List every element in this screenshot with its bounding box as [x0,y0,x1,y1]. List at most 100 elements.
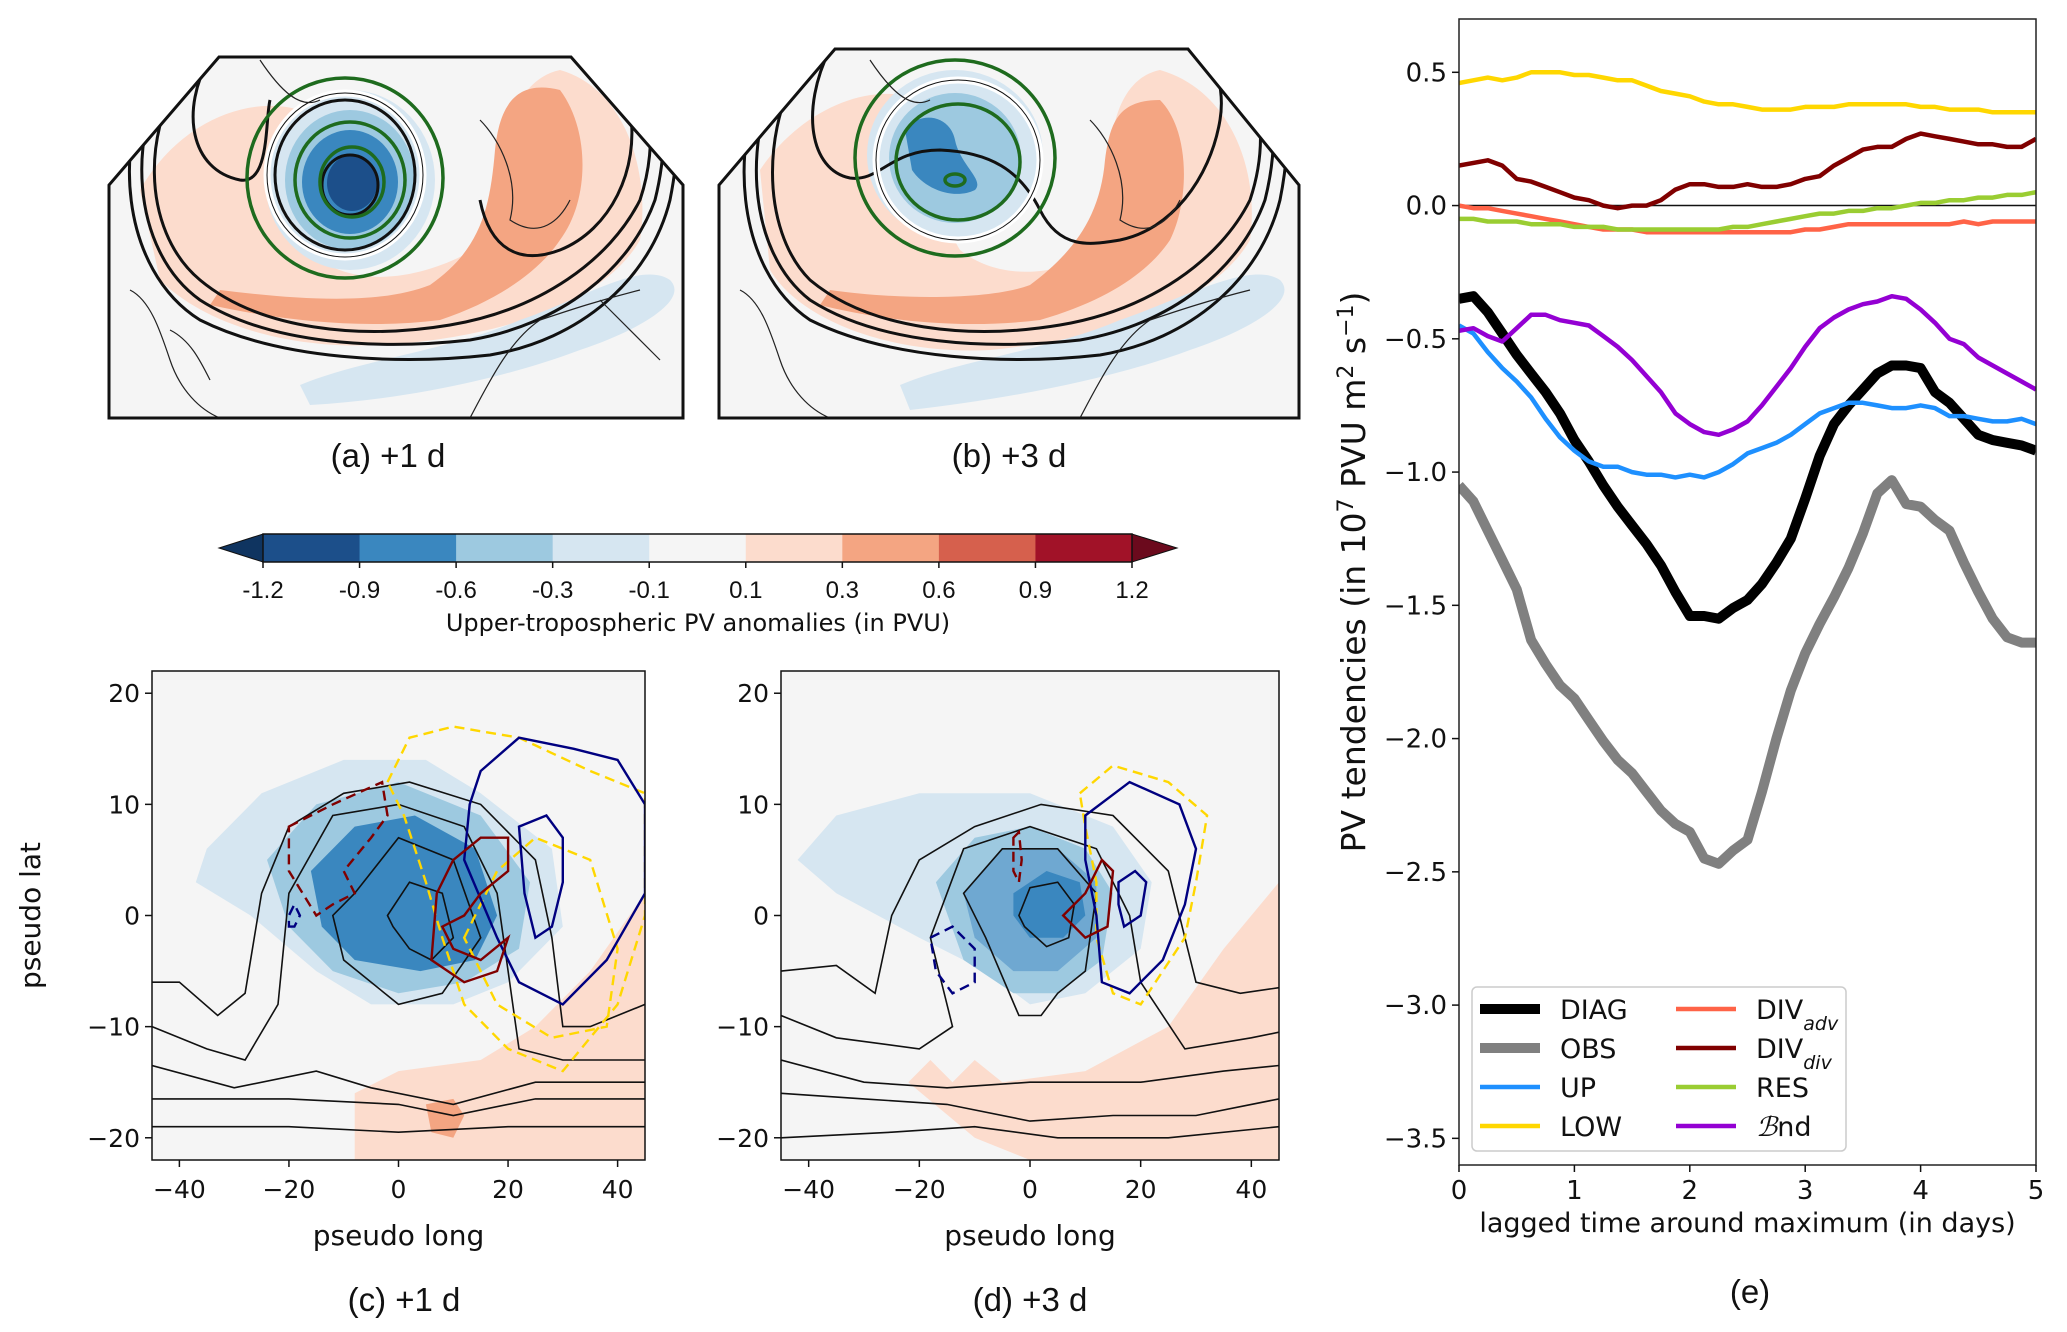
x-tick-label: 4 [1912,1176,1929,1206]
x-tick-label: 0 [1451,1176,1468,1206]
series-line-div-adv [1459,203,2036,235]
colored-contour [1117,869,1148,929]
x-tick-label: 0 [391,1175,407,1204]
panel-label-e: (e) [1729,1273,1771,1310]
colorbar-tick-label: 0.1 [729,577,763,604]
black-contours [742,49,1289,361]
x-axis-label: pseudo long [313,1219,485,1252]
x-axis-label: pseudo long [944,1219,1116,1252]
series-line-diag [1459,291,2036,624]
colored-contour [287,901,302,928]
colorbar-outline [262,533,1133,563]
colorbar-tick-label: 1.2 [1115,577,1149,604]
colorbar-extend-low [217,533,264,563]
colorbar-segment [1035,534,1133,562]
x-tick-label: 40 [602,1175,634,1204]
legend-label: DIVadv [1756,995,1839,1035]
y-tick-label: −20 [87,1124,140,1153]
white-contour-outline [266,92,424,258]
black-contour [781,1059,1279,1089]
colorbar-segment [649,534,747,562]
legend-label: LOW [1560,1112,1622,1143]
legend-label: ℬnd [1756,1112,1812,1143]
series-line-up [1459,323,2036,480]
y-tick-label: −0.5 [1384,325,1447,355]
negative-pv-anomaly [310,815,498,972]
x-tick-label: −40 [153,1175,206,1204]
green-contours [853,58,1057,258]
series-line-div-div [1459,131,2036,211]
x-tick-label: −40 [782,1175,835,1204]
map-frame [107,55,685,420]
colorbar-segment [552,534,650,562]
y-tick-label: 0 [753,902,769,931]
map-panel-b [717,47,1301,420]
panel-label-a: (a) +1 d [330,437,446,474]
colorbar [217,533,1179,568]
x-tick-label: 0 [1022,1175,1038,1204]
colorbar-segment [263,534,361,562]
negative-pv-anomaly-south [900,274,1285,410]
axes-frame [1458,18,2037,1166]
legend-label: DIAG [1560,995,1628,1026]
green-contours [245,76,445,280]
y-tick-label: −2.0 [1384,725,1447,755]
colorbar-title: Upper-tropospheric PV anomalies (in PVU) [445,609,951,637]
y-tick-label: −3.0 [1384,991,1447,1021]
series-line-low [1459,70,2036,115]
black-contour [962,848,1098,1017]
x-tick-label: 2 [1682,1176,1699,1206]
black-contour [781,803,1279,995]
x-axis-label: lagged time around maximum (in days) [1479,1208,2015,1239]
y-tick-label: −3.5 [1384,1124,1447,1154]
colored-contour [1061,857,1115,940]
negative-pv-anomaly-strong [327,155,377,211]
y-axis-label: PV tendencies (in 107 PVU m2 s−1) [1334,292,1374,853]
x-tick-label: 3 [1797,1176,1814,1206]
colorbar-tick-label: 0.3 [825,577,860,604]
colored-contour [386,725,645,1073]
colored-contour [517,814,564,940]
y-tick-label: −1.5 [1384,591,1447,621]
black-contour [152,1064,645,1106]
positive-pv-anomaly-medium [820,100,1184,325]
black-contour [331,836,482,1006]
black-contour [1018,881,1076,948]
y-tick-label: −1.0 [1384,458,1447,488]
coastlines [739,59,1251,418]
y-tick-label: −10 [716,1013,769,1042]
y-tick-label: 0 [124,902,140,931]
x-tick-label: 5 [2028,1176,2045,1206]
colorbar-tick-label: 0.6 [922,577,956,604]
y-axis-label: pseudo lat [14,842,47,989]
map-frame [717,47,1301,420]
series-line-res [1459,189,2036,232]
legend-label: OBS [1560,1034,1616,1065]
colored-contour [929,925,976,995]
colorbar-tick-label: -0.6 [435,577,477,604]
plot-area [1459,19,2036,1165]
legend-label: RES [1756,1073,1809,1104]
black-contour [386,881,455,961]
y-tick-label: 10 [737,790,769,819]
panel-label-c: (c) +1 d [347,1281,461,1318]
positive-pv-anomaly-medium [210,87,583,325]
composite-panel-d: −40 −20 0 20 40 −20 −10 0 10 20 pseudo long [716,670,1280,1252]
x-tick-label: 40 [1235,1175,1267,1204]
y-tick-label: 0.0 [1406,192,1447,222]
map-panel-a [107,55,685,420]
colored-contour [1012,829,1023,887]
colorbar-tick-label: -1.2 [242,577,284,604]
colorbar-segment [359,534,457,562]
colored-contour [430,836,511,984]
y-tick-label: −20 [716,1124,769,1153]
pv-tendency-chart: 0 1 2 3 4 5 0.5 0.0 −0.5 −1.0 −1.5 −2.0 −2.5 −3.0 −3.5… [1334,18,2045,1239]
coastlines [129,59,661,418]
black-contours [127,57,679,361]
panel-label-d: (d) +3 d [972,1281,1088,1318]
y-tick-label: 20 [737,679,769,708]
colorbar-segment [456,534,554,562]
white-contour-outline [875,79,1041,241]
colored-contour [287,780,389,918]
